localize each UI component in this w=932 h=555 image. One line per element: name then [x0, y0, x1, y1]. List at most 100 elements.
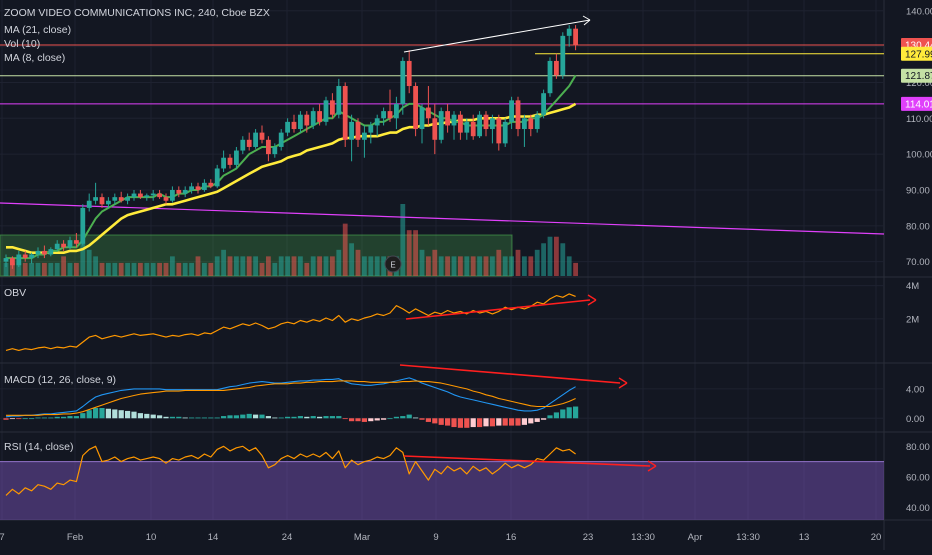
volume-bar[interactable] [541, 243, 546, 276]
candle-body[interactable] [221, 157, 226, 169]
volume-bar[interactable] [202, 262, 207, 276]
volume-bar[interactable] [554, 236, 559, 276]
candle-body[interactable] [368, 125, 374, 133]
macd-histogram-bar[interactable] [406, 414, 412, 419]
macd-histogram-bar[interactable] [169, 416, 175, 419]
volume-bar[interactable] [464, 256, 470, 276]
candle-body[interactable] [477, 114, 482, 137]
price-label-tag[interactable] [901, 68, 932, 83]
volume-bar[interactable] [566, 256, 572, 276]
signal-line[interactable] [6, 380, 576, 416]
volume-bar[interactable] [138, 262, 143, 276]
volume-bar[interactable] [93, 256, 98, 276]
candle-body[interactable] [176, 189, 182, 194]
candle-body[interactable] [464, 121, 470, 133]
macd-histogram-bar[interactable] [528, 418, 534, 424]
volume-bar[interactable] [368, 256, 374, 276]
volume-bar[interactable] [458, 256, 463, 276]
candle-body[interactable] [99, 197, 105, 205]
candle-body[interactable] [131, 193, 137, 198]
candle-body[interactable] [29, 254, 34, 259]
candle-body[interactable] [22, 254, 28, 259]
macd-histogram-bar[interactable] [374, 418, 380, 421]
macd-histogram-bar[interactable] [310, 416, 316, 419]
macd-histogram-bar[interactable] [278, 417, 284, 419]
candle-body[interactable] [227, 157, 233, 165]
candle-body[interactable] [419, 107, 425, 130]
candle-body[interactable] [93, 197, 98, 201]
volume-bar[interactable] [451, 256, 457, 276]
macd-histogram-bar[interactable] [387, 418, 393, 420]
volume-bar[interactable] [355, 249, 361, 276]
volume-bar[interactable] [509, 256, 514, 276]
volume-bar[interactable] [432, 249, 438, 276]
candle-body[interactable] [566, 28, 572, 36]
macd-histogram-bar[interactable] [16, 418, 22, 420]
macd-histogram-bar[interactable] [368, 418, 374, 422]
macd-histogram-bar[interactable] [29, 418, 35, 420]
candle-body[interactable] [323, 100, 329, 122]
candle-body[interactable] [86, 200, 92, 208]
candle-body[interactable] [534, 114, 540, 130]
macd-histogram-bar[interactable] [553, 412, 559, 419]
macd-histogram-bar[interactable] [157, 415, 163, 419]
candle-body[interactable] [112, 197, 118, 201]
volume-bar[interactable] [502, 256, 508, 276]
macd-histogram-bar[interactable] [253, 414, 259, 419]
candle-body[interactable] [554, 60, 559, 76]
macd-histogram-bar[interactable] [221, 416, 227, 419]
volume-bar[interactable] [35, 262, 41, 276]
macd-histogram-bar[interactable] [176, 416, 182, 419]
volume-bar[interactable] [272, 262, 278, 276]
volume-bar[interactable] [560, 243, 566, 276]
candle-body[interactable] [285, 121, 290, 133]
volume-bar[interactable] [182, 262, 188, 276]
macd-histogram-bar[interactable] [413, 417, 419, 419]
volume-bar[interactable] [477, 256, 482, 276]
volume-bar[interactable] [214, 256, 220, 276]
volume-bar[interactable] [413, 230, 418, 276]
macd-histogram-bar[interactable] [195, 417, 201, 419]
candle-body[interactable] [470, 121, 476, 137]
volume-bar[interactable] [176, 262, 182, 276]
macd-label[interactable]: MACD (12, 26, close, 9) [4, 374, 116, 386]
candle-body[interactable] [528, 118, 534, 130]
price-pane[interactable]: E [0, 15, 885, 277]
macd-histogram-bar[interactable] [208, 417, 214, 419]
macd-histogram-bar[interactable] [329, 416, 335, 419]
candle-body[interactable] [35, 250, 41, 255]
candle-body[interactable] [61, 243, 66, 248]
candle-body[interactable] [253, 132, 258, 147]
volume-bar[interactable] [150, 262, 156, 276]
candle-body[interactable] [157, 193, 162, 198]
candle-body[interactable] [291, 121, 297, 130]
volume-bar[interactable] [170, 256, 175, 276]
volume-bar[interactable] [522, 256, 527, 276]
macd-histogram-bar[interactable] [483, 418, 489, 427]
volume-bar[interactable] [163, 262, 169, 276]
volume-bar[interactable] [291, 256, 297, 276]
candle-body[interactable] [42, 250, 47, 255]
macd-histogram-bar[interactable] [451, 418, 457, 428]
macd-histogram-bar[interactable] [86, 410, 92, 419]
candle-body[interactable] [496, 118, 502, 144]
macd-histogram-bar[interactable] [515, 418, 521, 426]
candle-body[interactable] [432, 118, 438, 140]
volume-bar[interactable] [80, 243, 86, 276]
candle-body[interactable] [246, 139, 252, 147]
candle-body[interactable] [195, 186, 201, 190]
candle-body[interactable] [240, 139, 246, 151]
macd-histogram-bar[interactable] [496, 418, 502, 426]
candle-body[interactable] [234, 150, 239, 165]
volume-bar[interactable] [426, 256, 431, 276]
candle-body[interactable] [458, 114, 463, 133]
obv-line[interactable] [5, 293, 576, 351]
volume-bar[interactable] [189, 262, 194, 276]
candle-body[interactable] [522, 118, 527, 130]
macd-histogram-bar[interactable] [336, 416, 342, 419]
candle-body[interactable] [74, 240, 79, 244]
volume-bar[interactable] [67, 262, 73, 276]
macd-histogram-bar[interactable] [547, 415, 553, 419]
macd-histogram-bar[interactable] [80, 413, 86, 419]
